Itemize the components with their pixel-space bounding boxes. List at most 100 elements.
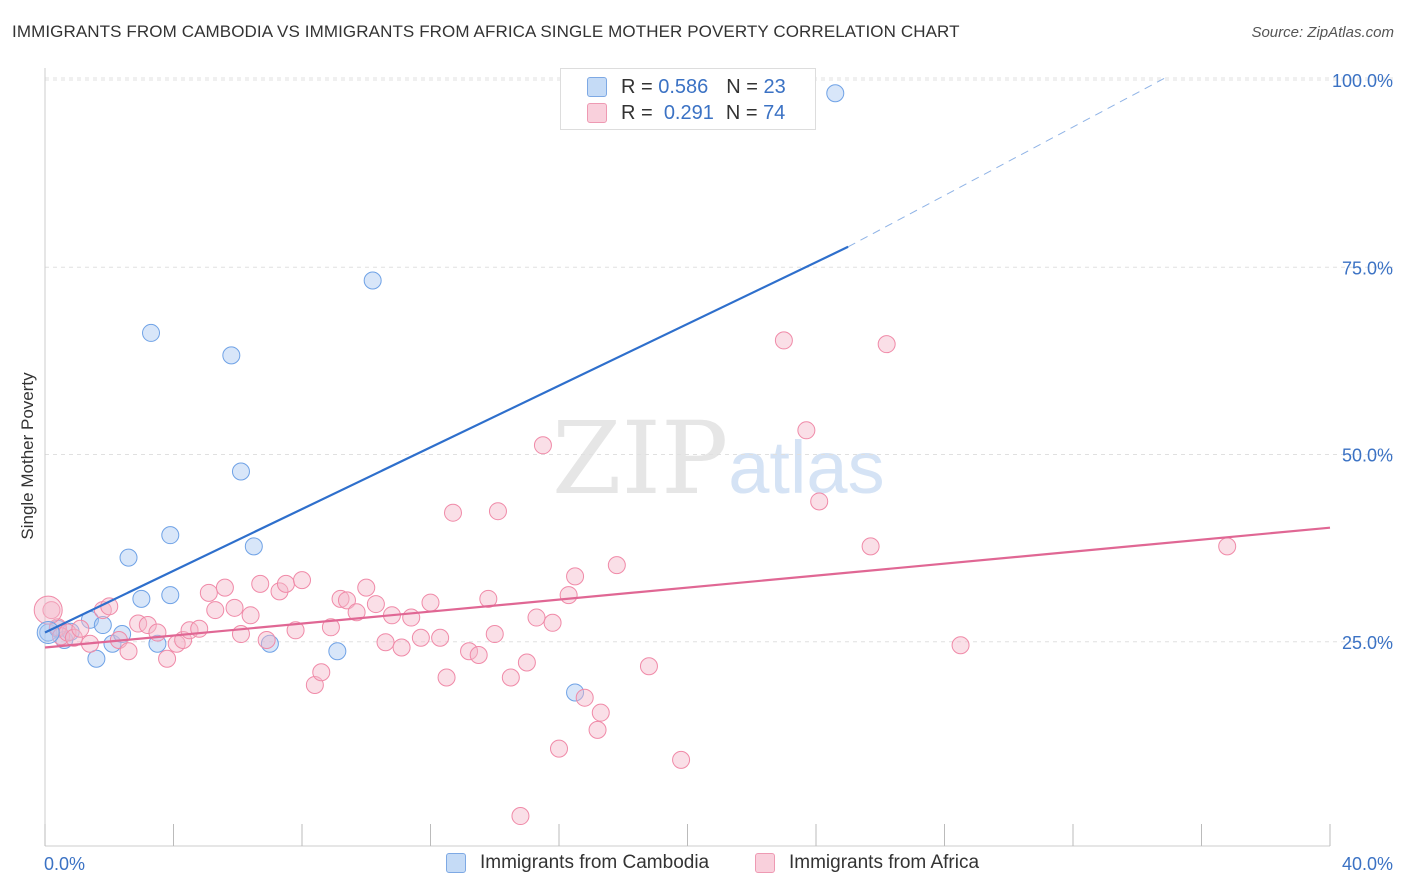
africa-point xyxy=(517,653,536,672)
africa-point xyxy=(877,335,896,354)
y-axis-label: Single Mother Poverty xyxy=(18,372,37,540)
africa-point xyxy=(215,578,234,597)
africa-point xyxy=(550,739,568,758)
africa-point xyxy=(64,628,83,647)
x-tick-label: 0.0% xyxy=(44,854,85,874)
legend-r-value-africa: 0.291 xyxy=(663,101,714,124)
cambodia-point xyxy=(161,586,180,605)
africa-point xyxy=(411,628,430,647)
africa-point xyxy=(270,582,289,601)
africa-point xyxy=(293,571,311,590)
chart-title: IMMIGRANTS FROM CAMBODIA VS IMMIGRANTS F… xyxy=(12,22,960,41)
x-tick-label: 40.0% xyxy=(1342,854,1393,874)
africa-point xyxy=(100,597,119,616)
africa-point xyxy=(810,492,829,511)
africa-point-large xyxy=(33,595,63,625)
africa-point xyxy=(421,593,440,612)
source-label: Source: ZipAtlas.com xyxy=(1251,24,1394,41)
cambodia-point xyxy=(244,537,263,556)
africa-point xyxy=(951,636,970,655)
cambodia-point xyxy=(119,548,138,567)
africa-point xyxy=(469,646,488,665)
africa-point xyxy=(119,642,138,661)
africa-point xyxy=(392,638,411,657)
legend-r-value-cambodia: 0.586 xyxy=(658,75,709,98)
africa-point xyxy=(575,688,594,707)
bottom-legend-cambodia: Immigrants from Cambodia xyxy=(446,852,709,874)
watermark: ZIPatlas xyxy=(552,400,885,517)
africa-point xyxy=(286,621,305,640)
bottom-legend-swatch-africa xyxy=(755,853,775,873)
africa-trend-line xyxy=(44,526,1331,649)
cambodia-point-large xyxy=(36,621,60,645)
correlation-legend: R = 0.586 N = 23 R = 0.291 N = 74 xyxy=(560,68,816,130)
cambodia-point xyxy=(93,616,112,635)
africa-point xyxy=(501,668,520,687)
watermark-atlas: atlas xyxy=(728,426,885,509)
cambodia-trend-line xyxy=(44,245,849,634)
africa-point xyxy=(591,703,610,722)
africa-point xyxy=(71,619,90,638)
cambodia-point xyxy=(363,271,382,290)
africa-point xyxy=(774,331,793,350)
africa-point xyxy=(241,606,260,625)
bottom-legend-label-africa: Immigrants from Africa xyxy=(789,852,980,873)
africa-point xyxy=(206,601,225,620)
cambodia-point xyxy=(142,323,161,342)
africa-point xyxy=(129,614,148,633)
cambodia-point xyxy=(566,683,585,702)
africa-point xyxy=(460,642,479,661)
legend-r-label: R = xyxy=(621,101,653,124)
africa-point xyxy=(321,618,340,637)
watermark-zip: ZIP xyxy=(552,400,729,517)
africa-point xyxy=(559,586,578,605)
y-tick-label: 100.0% xyxy=(1332,71,1393,91)
africa-point xyxy=(347,603,366,622)
legend-row-cambodia: R = 0.586 N = 23 xyxy=(587,75,786,99)
legend-n-label: N = xyxy=(725,101,758,124)
africa-point xyxy=(511,807,530,826)
africa-point xyxy=(225,598,244,617)
africa-point xyxy=(543,613,562,632)
africa-point xyxy=(376,633,395,652)
legend-n-label: N = xyxy=(726,75,758,98)
africa-point xyxy=(1218,537,1237,556)
africa-point xyxy=(797,421,816,440)
africa-point xyxy=(639,657,658,676)
africa-point xyxy=(485,625,504,644)
africa-point xyxy=(533,436,552,455)
cambodia-trend-extension xyxy=(847,77,1166,248)
legend-r-label: R = xyxy=(621,75,653,98)
cambodia-point xyxy=(826,84,845,103)
legend-swatch-cambodia xyxy=(587,77,607,97)
cambodia-point xyxy=(132,589,151,608)
bottom-legend-label-cambodia: Immigrants from Cambodia xyxy=(480,852,710,873)
africa-point xyxy=(588,720,607,739)
africa-point xyxy=(431,628,450,647)
africa-point xyxy=(566,567,585,586)
cambodia-point xyxy=(113,625,132,644)
y-tick-label: 75.0% xyxy=(1342,258,1393,278)
africa-point xyxy=(479,589,498,608)
africa-point xyxy=(42,601,61,620)
y-tick-label: 50.0% xyxy=(1342,446,1393,466)
legend-n-value-cambodia: 23 xyxy=(763,75,786,98)
africa-point xyxy=(312,663,331,682)
cambodia-point xyxy=(231,462,250,481)
africa-point xyxy=(138,616,157,635)
africa-point xyxy=(488,502,507,521)
africa-point xyxy=(158,649,177,668)
africa-point xyxy=(672,750,691,769)
legend-row-africa: R = 0.291 N = 74 xyxy=(587,101,785,125)
bottom-legend-swatch-cambodia xyxy=(446,853,466,873)
africa-point xyxy=(402,608,421,627)
africa-point xyxy=(607,556,626,575)
bottom-legend-africa: Immigrants from Africa xyxy=(755,852,979,874)
cambodia-point xyxy=(328,642,347,661)
africa-point xyxy=(527,608,546,627)
y-tick-label: 25.0% xyxy=(1342,633,1393,653)
africa-point xyxy=(357,578,376,597)
cambodia-point xyxy=(222,346,241,365)
legend-swatch-africa xyxy=(587,103,607,123)
